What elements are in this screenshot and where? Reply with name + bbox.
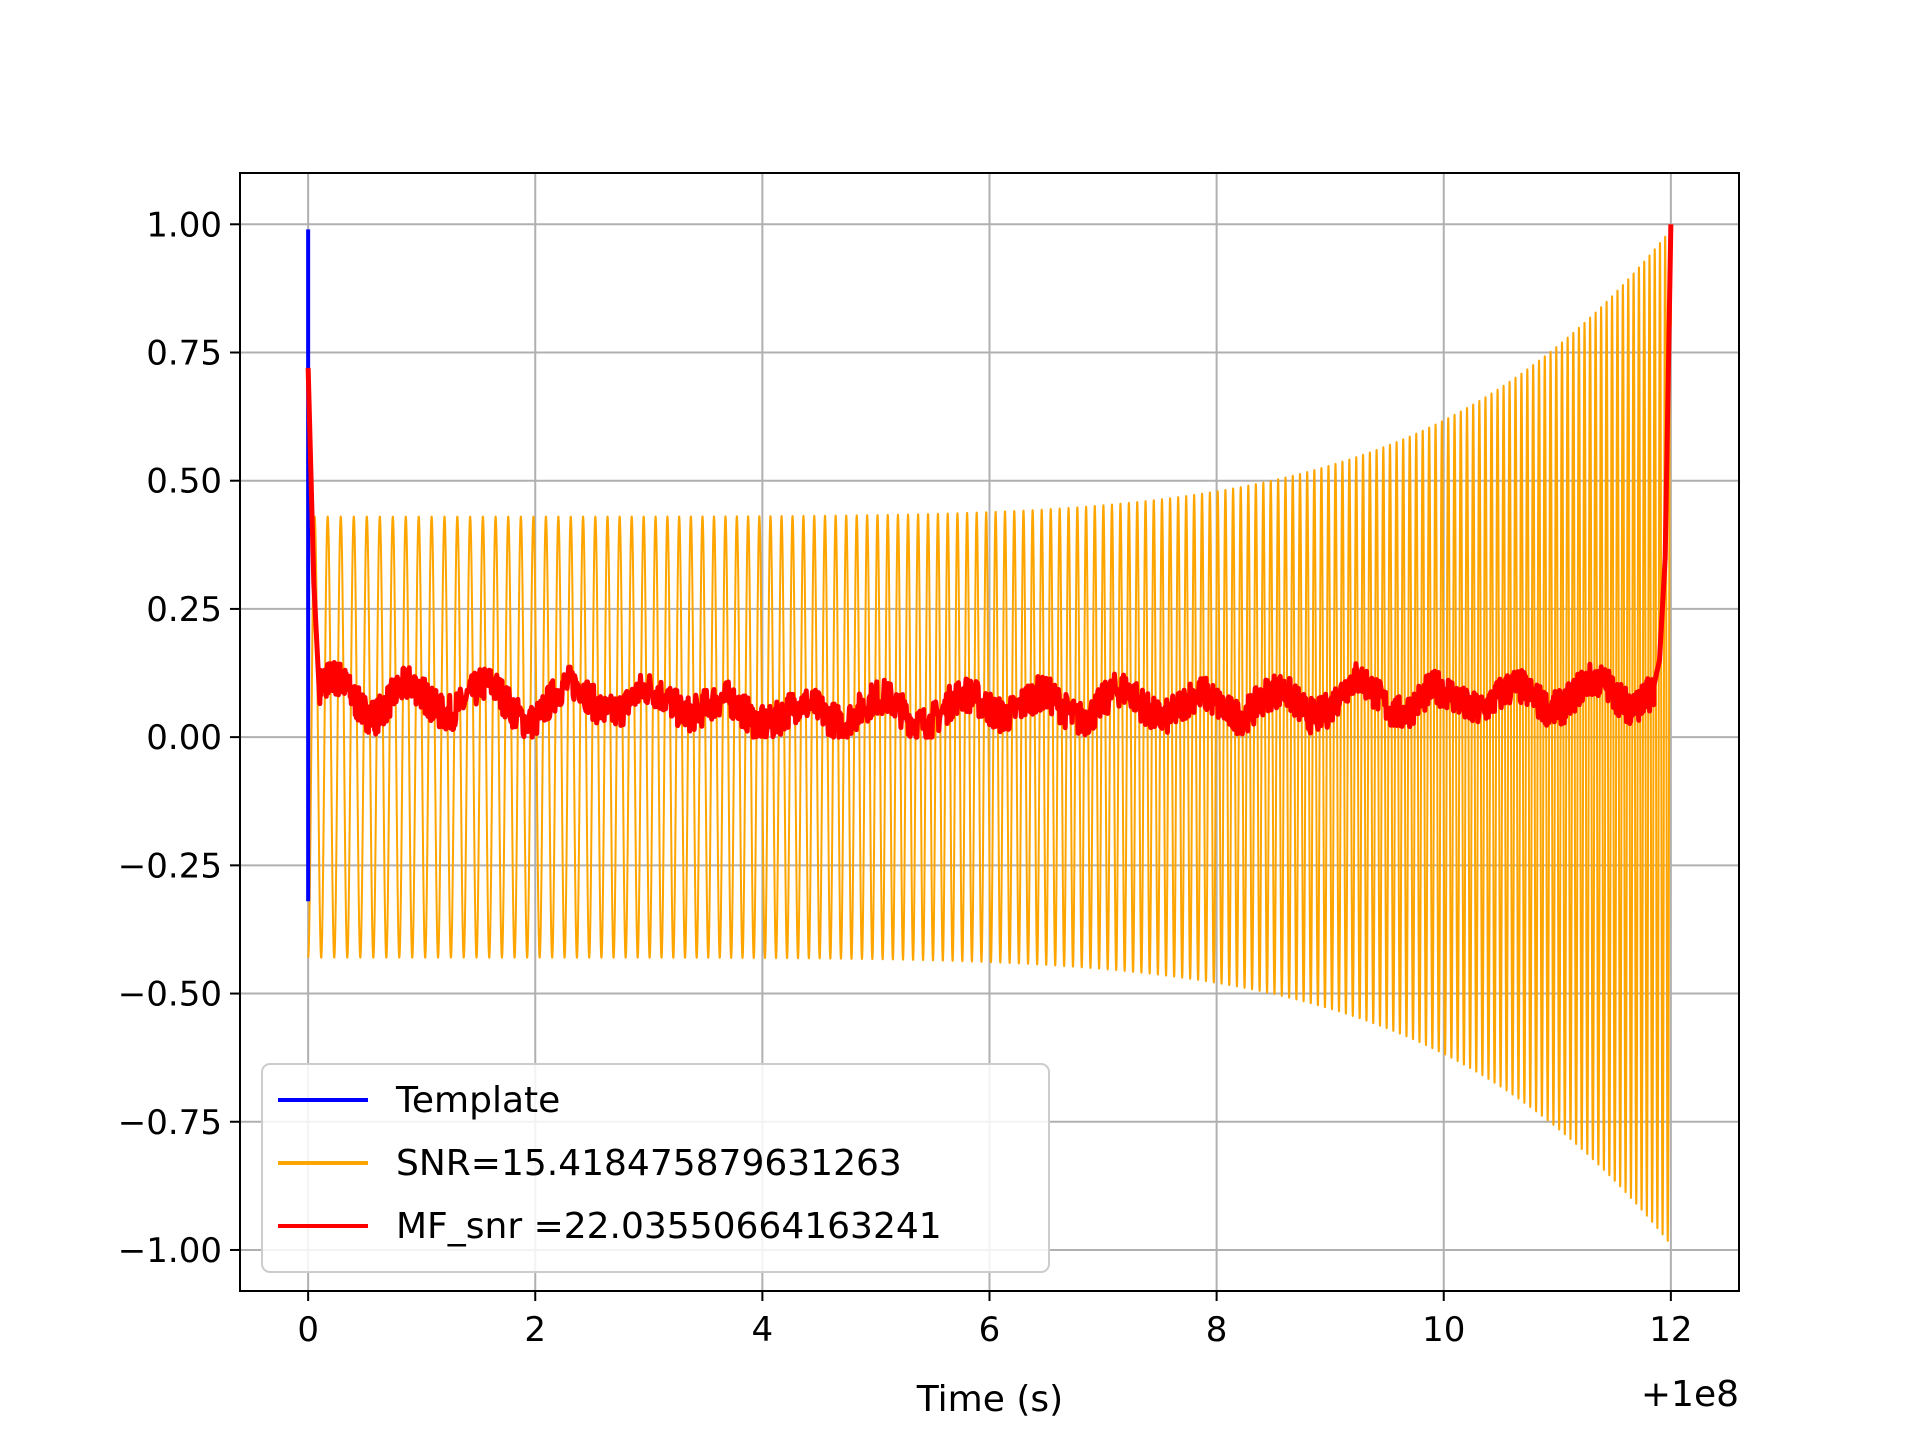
series-mf-snr-line [305,224,1674,740]
legend-box [261,1063,1050,1273]
legend: Template SNR=15.418475879631263 MF_snr =… [261,1063,1050,1273]
y-axis: 1.00 0.75 0.50 0.25 0.00 −0.25 −0.50 −0.75 −1.00 [118,205,240,1271]
x-axis: 0 2 4 6 8 10 12 [297,1291,1692,1350]
legend-label-mf-snr: MF_snr =22.03550664163241 [396,1206,942,1247]
x-tick-label: 8 [1206,1310,1228,1350]
legend-label-snr: SNR=15.418475879631263 [396,1143,902,1184]
x-tick-label: 4 [752,1310,774,1350]
y-tick-label: −0.25 [118,846,222,886]
y-tick-label: 1.00 [146,205,222,245]
y-tick-label: 0.75 [146,333,222,373]
x-tick-label: 0 [297,1310,319,1350]
x-tick-label: 12 [1649,1310,1692,1350]
y-tick-label: −0.50 [118,975,222,1015]
legend-label-template: Template [395,1080,560,1121]
y-tick-label: −1.00 [118,1231,222,1271]
y-tick-label: 0.50 [146,462,222,502]
x-tick-label: 10 [1422,1310,1465,1350]
y-tick-label: 0.25 [146,590,222,630]
x-axis-label: Time (s) [916,1379,1063,1420]
y-tick-label: 0.00 [146,718,222,758]
y-tick-label: −0.75 [118,1103,222,1143]
x-axis-offset-label: +1e8 [1641,1374,1739,1415]
series-snr-line [307,229,1672,1242]
x-tick-label: 6 [979,1310,1001,1350]
x-tick-label: 2 [524,1310,546,1350]
